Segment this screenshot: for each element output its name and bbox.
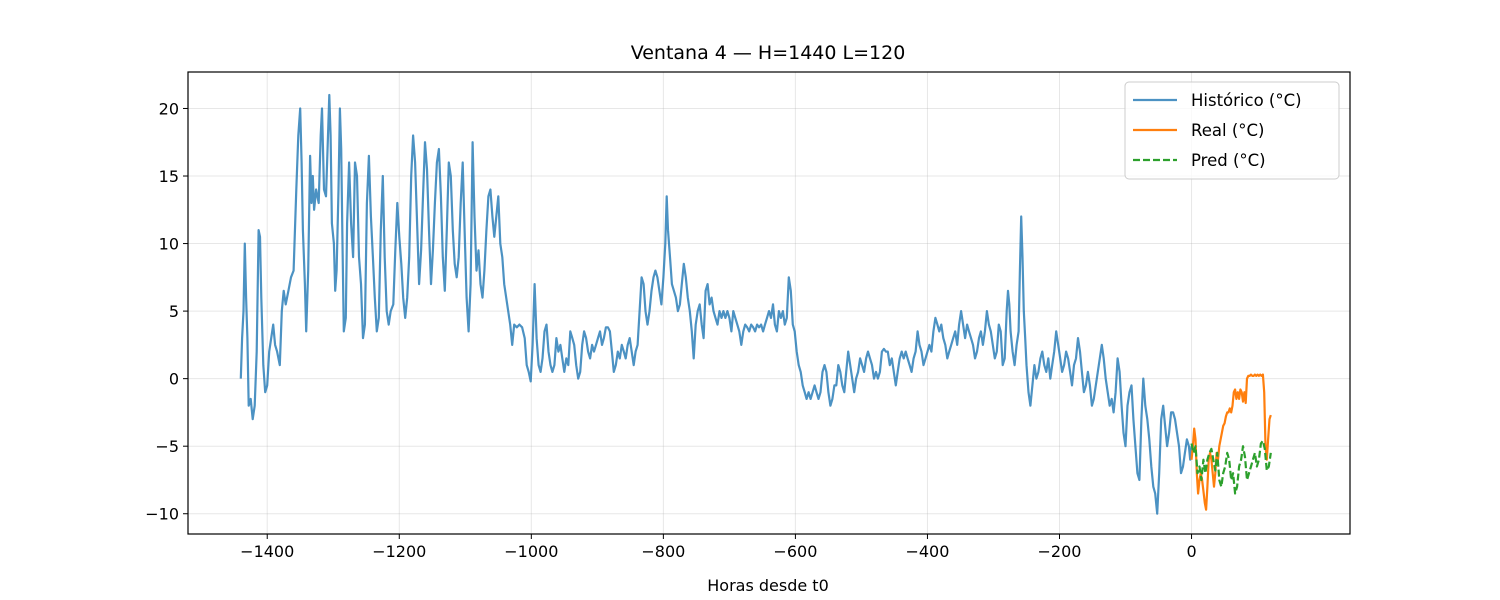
x-tick-label: −1000 [504,542,558,561]
x-axis-ticks: −1400 −1200 −1000 −800 −600 −400 −200 0 [240,534,1197,561]
x-tick-label: −400 [905,542,949,561]
y-tick-label: 5 [169,302,179,321]
y-axis-ticks: −10 −5 0 5 10 15 20 [145,99,188,524]
x-tick-label: 0 [1186,542,1196,561]
legend-label-historico: Histórico (°C) [1191,91,1302,110]
y-tick-label: 10 [159,235,179,254]
x-tick-label: −800 [641,542,685,561]
x-axis-label: Horas desde t0 [707,576,829,595]
y-tick-label: 0 [169,370,179,389]
legend-frame [1124,81,1340,180]
y-tick-label: −5 [155,437,179,456]
legend-label-pred: Pred (°C) [1191,151,1266,170]
y-tick-label: 20 [159,99,179,118]
x-tick-label: −200 [1038,542,1082,561]
x-tick-label: −1400 [240,542,294,561]
x-tick-label: −600 [773,542,817,561]
series-line-historico [239,93,1193,515]
legend: Histórico (°C) Real (°C) Pred (°C) [1124,81,1340,180]
y-tick-label: −10 [145,505,179,524]
series-line-pred [1190,439,1272,495]
legend-label-real: Real (°C) [1191,121,1264,140]
chart-title: Ventana 4 — H=1440 L=120 [631,42,906,64]
plot-lines [239,93,1272,515]
y-tick-label: 15 [159,167,179,186]
plot-frame [187,71,1351,535]
series-line-real [1190,373,1272,511]
x-tick-label: −1200 [372,542,426,561]
